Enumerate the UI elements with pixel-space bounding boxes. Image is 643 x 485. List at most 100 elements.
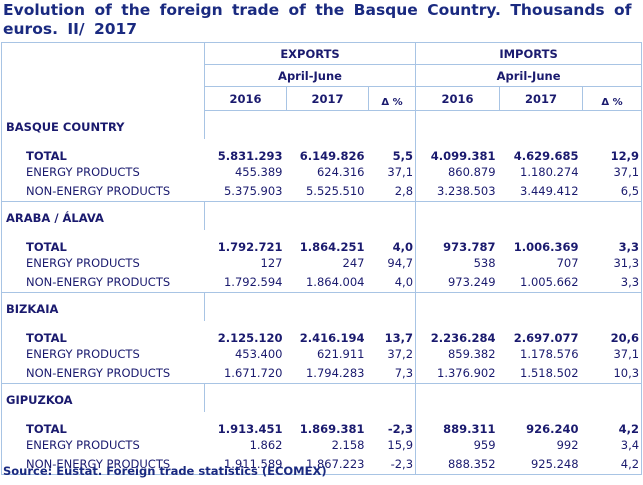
row-label: ENERGY PRODUCTS <box>1 253 205 273</box>
exports-2017: 6.149.826 <box>299 148 365 163</box>
imports-delta: 6,5 <box>582 181 643 202</box>
exports-2016: 5.831.293 <box>217 148 283 163</box>
header-imports-2017: 2017 <box>499 86 584 111</box>
imports-2016: 860.879 <box>447 165 496 179</box>
row-label: NON-ENERGY PRODUCTS <box>1 181 205 202</box>
exports-2016: 5.375.903 <box>204 181 287 202</box>
imports-delta: 3,3 <box>582 272 643 293</box>
exports-2017: 247 <box>342 256 365 270</box>
imports-2016: 973.787 <box>443 239 496 254</box>
exports-2017: 1.864.004 <box>286 272 369 293</box>
imports-delta: 3,3 <box>582 229 643 254</box>
imports-2016: 1.376.902 <box>415 363 500 384</box>
exports-delta: 4,0 <box>368 272 417 293</box>
exports-2016: 1.792.721 <box>217 239 283 254</box>
foreign-trade-table: EXPORTS IMPORTS April-June April-June 20… <box>1 42 643 475</box>
exports-delta: 13,7 <box>368 320 417 345</box>
imports-delta: 31,3 <box>582 253 643 273</box>
imports-delta: 37,1 <box>582 344 643 364</box>
imports-2017: 3.449.412 <box>499 181 583 202</box>
exports-delta: -2,3 <box>368 454 417 475</box>
imports-delta: 10,3 <box>582 363 643 384</box>
imports-2017: 4.629.685 <box>513 148 579 163</box>
exports-delta: 37,1 <box>368 162 417 182</box>
imports-2016: 4.099.381 <box>430 148 496 163</box>
exports-2016: 1.913.451 <box>217 421 283 436</box>
row-label: TOTAL <box>1 229 205 254</box>
row-label: TOTAL <box>1 138 205 163</box>
header-exports: EXPORTS <box>204 42 417 65</box>
exports-2017: 5.525.510 <box>286 181 369 202</box>
table-row-energy: ENERGY PRODUCTS 127 247 94,7 538 707 31,… <box>1 253 643 273</box>
exports-2016: 2.125.120 <box>217 330 283 345</box>
table-row-non-energy: NON-ENERGY PRODUCTS 1.792.594 1.864.004 … <box>1 272 643 293</box>
row-label: NON-ENERGY PRODUCTS <box>1 272 205 293</box>
imports-delta: 3,4 <box>582 435 643 455</box>
table-row-non-energy: NON-ENERGY PRODUCTS 1.911.589 1.867.223 … <box>1 454 643 475</box>
exports-2016: 1.911.589 <box>204 454 287 475</box>
row-label: NON-ENERGY PRODUCTS <box>1 454 205 475</box>
region-header-row: BIZKAIA <box>1 292 643 321</box>
exports-delta: 4,0 <box>368 229 417 254</box>
imports-2016: 889.311 <box>443 421 496 436</box>
imports-2016: 959 <box>473 438 496 452</box>
exports-2017: 2.416.194 <box>299 330 365 345</box>
header-exports-period: April-June <box>204 64 417 87</box>
exports-2017: 1.864.251 <box>299 239 365 254</box>
header-exports-2017: 2017 <box>286 86 369 111</box>
exports-delta: 37,2 <box>368 344 417 364</box>
exports-2016: 455.389 <box>234 165 283 179</box>
region-header-row: BASQUE COUNTRY <box>1 110 643 139</box>
region-header-row: GIPUZKOA <box>1 383 643 412</box>
table-row-energy: ENERGY PRODUCTS 453.400 621.911 37,2 859… <box>1 344 643 364</box>
region-name: BASQUE COUNTRY <box>1 110 205 139</box>
imports-2017: 1.518.502 <box>499 363 583 384</box>
imports-delta: 4,2 <box>582 411 643 436</box>
imports-2016: 538 <box>473 256 496 270</box>
imports-2017: 707 <box>556 256 579 270</box>
exports-2017: 1.794.283 <box>286 363 369 384</box>
imports-delta: 12,9 <box>582 138 643 163</box>
exports-2016: 1.671.720 <box>204 363 287 384</box>
source-note: Source: Eustat. Foreign trade statistics… <box>3 464 327 478</box>
header-row-group: EXPORTS IMPORTS <box>1 42 643 111</box>
imports-2017: 1.006.369 <box>513 239 579 254</box>
exports-delta: 7,3 <box>368 363 417 384</box>
table-row-non-energy: NON-ENERGY PRODUCTS 1.671.720 1.794.283 … <box>1 363 643 384</box>
region-name: GIPUZKOA <box>1 383 205 412</box>
table-row-total: TOTAL 5.831.293 6.149.826 5,5 4.099.381 … <box>1 138 643 163</box>
header-row-years: 2016 2017 Δ % 2016 2017 Δ % <box>2 86 643 111</box>
exports-delta: 15,9 <box>368 435 417 455</box>
imports-2017: 1.178.576 <box>520 347 579 361</box>
exports-2017: 621.911 <box>316 347 365 361</box>
region-header-row: ARABA / ÁLAVA <box>1 201 643 230</box>
imports-2017: 926.240 <box>526 421 579 436</box>
header-exports-2016: 2016 <box>204 86 287 111</box>
row-label: TOTAL <box>1 320 205 345</box>
imports-delta: 37,1 <box>582 162 643 182</box>
header-exports-delta: Δ % <box>368 86 417 111</box>
imports-delta: 4,2 <box>582 454 643 475</box>
table-row-energy: ENERGY PRODUCTS 455.389 624.316 37,1 860… <box>1 162 643 182</box>
row-label: TOTAL <box>1 411 205 436</box>
header-imports: IMPORTS <box>415 42 643 65</box>
table-row-total: TOTAL 1.913.451 1.869.381 -2,3 889.311 9… <box>1 411 643 436</box>
imports-2016: 973.249 <box>415 272 500 293</box>
header-imports-period: April-June <box>415 64 643 87</box>
exports-delta: 5,5 <box>368 138 417 163</box>
imports-2016: 2.236.284 <box>430 330 496 345</box>
table-row-total: TOTAL 1.792.721 1.864.251 4,0 973.787 1.… <box>1 229 643 254</box>
imports-2017: 1.005.662 <box>499 272 583 293</box>
imports-2016: 888.352 <box>415 454 500 475</box>
header-corner <box>1 42 205 111</box>
table-row-total: TOTAL 2.125.120 2.416.194 13,7 2.236.284… <box>1 320 643 345</box>
region-name: ARABA / ÁLAVA <box>1 201 205 230</box>
exports-2016: 127 <box>260 256 283 270</box>
header-imports-delta: Δ % <box>582 86 643 111</box>
page-title: Evolution of the foreign trade of the Ba… <box>3 1 632 38</box>
exports-2016: 1.862 <box>249 438 283 452</box>
exports-2017: 624.316 <box>316 165 365 179</box>
header-row-period: April-June April-June <box>2 64 643 87</box>
imports-2016: 859.382 <box>447 347 496 361</box>
imports-2017: 925.248 <box>499 454 583 475</box>
